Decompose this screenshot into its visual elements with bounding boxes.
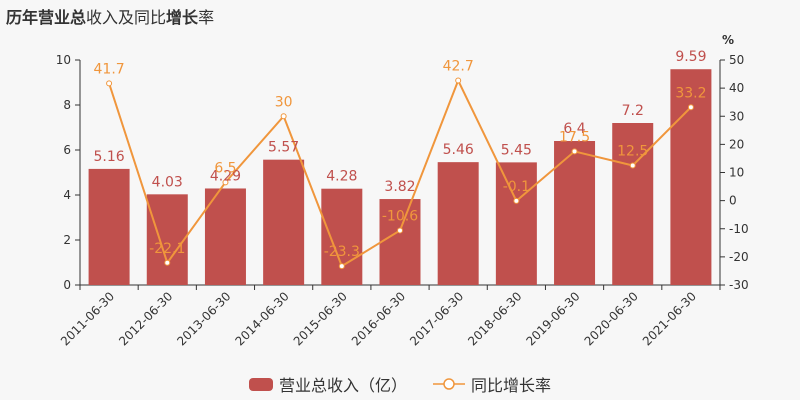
growth-value-label: -23.3 [324,244,360,260]
x-tick-label: 2018-06-30 [465,289,524,348]
y-right-tick-label: -20 [729,250,749,264]
growth-point [397,227,403,234]
legend: 营业总收入（亿） 同比增长率 [0,372,800,396]
growth-point [571,148,578,155]
y-left-tick-label: 2 [63,233,71,247]
title-part: 历年 [6,8,39,27]
y-right-tick-label: 30 [729,109,744,123]
growth-point [280,113,287,120]
x-tick-label: 2015-06-30 [291,289,350,348]
growth-value-label: 12.5 [617,143,648,159]
y-right-unit: % [722,33,734,47]
growth-value-label: -10.6 [382,208,418,224]
growth-point [513,197,520,204]
combo-chart: 0246810-30-20-1001020304050%2011-06-3020… [56,33,749,348]
bar-value-label: 9.59 [675,49,706,65]
growth-point [164,259,171,266]
bar-value-label: 4.03 [152,174,183,190]
bar-value-label: 3.82 [384,179,415,195]
bar-value-label: 4.28 [326,169,357,185]
y-left-tick-label: 6 [63,143,71,157]
bar [495,162,537,285]
x-tick-label: 2013-06-30 [174,289,233,348]
x-tick-label: 2020-06-30 [582,289,641,348]
y-right-tick-label: -30 [729,278,749,292]
growth-value-label: 33.2 [675,85,706,101]
y-right-tick-label: 40 [729,81,744,95]
growth-value-label: 17.5 [559,129,590,145]
x-tick-label: 2011-06-30 [58,289,117,348]
x-tick-label: 2014-06-30 [233,289,292,348]
bar [612,123,654,285]
legend-growth-label: 同比增长率 [471,376,552,395]
growth-value-label: 41.7 [94,61,125,77]
growth-value-label: 42.7 [443,59,474,75]
bar-value-label: 4.29 [210,168,241,184]
y-right-tick-label: 20 [729,137,744,151]
y-right-tick-label: 50 [729,53,744,67]
title-part: 营业总 [38,8,87,27]
bar [263,159,305,285]
growth-point [629,162,636,169]
y-right-tick-label: -10 [729,222,749,236]
y-left-tick-label: 8 [63,98,71,112]
growth-point [338,263,345,270]
growth-point [455,77,462,84]
legend-bar-swatch [248,377,273,391]
growth-point [222,179,229,186]
y-right-tick-label: 10 [729,166,744,180]
bar-value-label: 5.57 [268,140,299,156]
bar [321,188,363,285]
title-part: 率 [198,8,215,27]
bar-value-label: 5.46 [443,142,474,158]
x-tick-label: 2012-06-30 [116,289,175,348]
legend-revenue-label: 营业总收入（亿） [278,376,407,395]
y-left-tick-label: 0 [63,278,71,292]
bar-value-label: 5.16 [94,149,125,165]
bar [437,162,479,285]
bar [554,141,596,285]
bar [379,199,421,285]
legend-line-swatch [433,378,465,390]
bar [670,69,712,285]
bar-value-label: 7.2 [622,103,644,119]
growth-value-label: 6.5 [214,160,236,176]
growth-value-label: -0.1 [503,179,530,195]
growth-value-label: 30 [275,94,293,110]
bar [204,188,246,285]
bar-value-label: 6.4 [563,121,585,137]
legend-item-growth[interactable]: 同比增长率 [433,372,551,396]
growth-value-label: -22.1 [149,241,185,257]
growth-point [687,104,694,111]
growth-point [106,80,113,87]
title-part: 收入及同比 [86,8,167,27]
bar-value-label: 5.45 [501,142,532,158]
chart-title: 历年营业总收入及同比增长率 [6,4,214,28]
legend-item-revenue[interactable]: 营业总收入（亿） [248,372,407,396]
x-tick-label: 2019-06-30 [523,289,582,348]
x-tick-label: 2016-06-30 [349,289,408,348]
title-part: 增长 [166,8,199,27]
x-tick-label: 2021-06-30 [640,289,699,348]
y-left-tick-label: 10 [56,53,71,67]
x-tick-label: 2017-06-30 [407,289,466,348]
y-left-tick-label: 4 [63,188,71,202]
bar [88,168,130,285]
y-right-tick-label: 0 [729,194,737,208]
bar [146,194,188,285]
